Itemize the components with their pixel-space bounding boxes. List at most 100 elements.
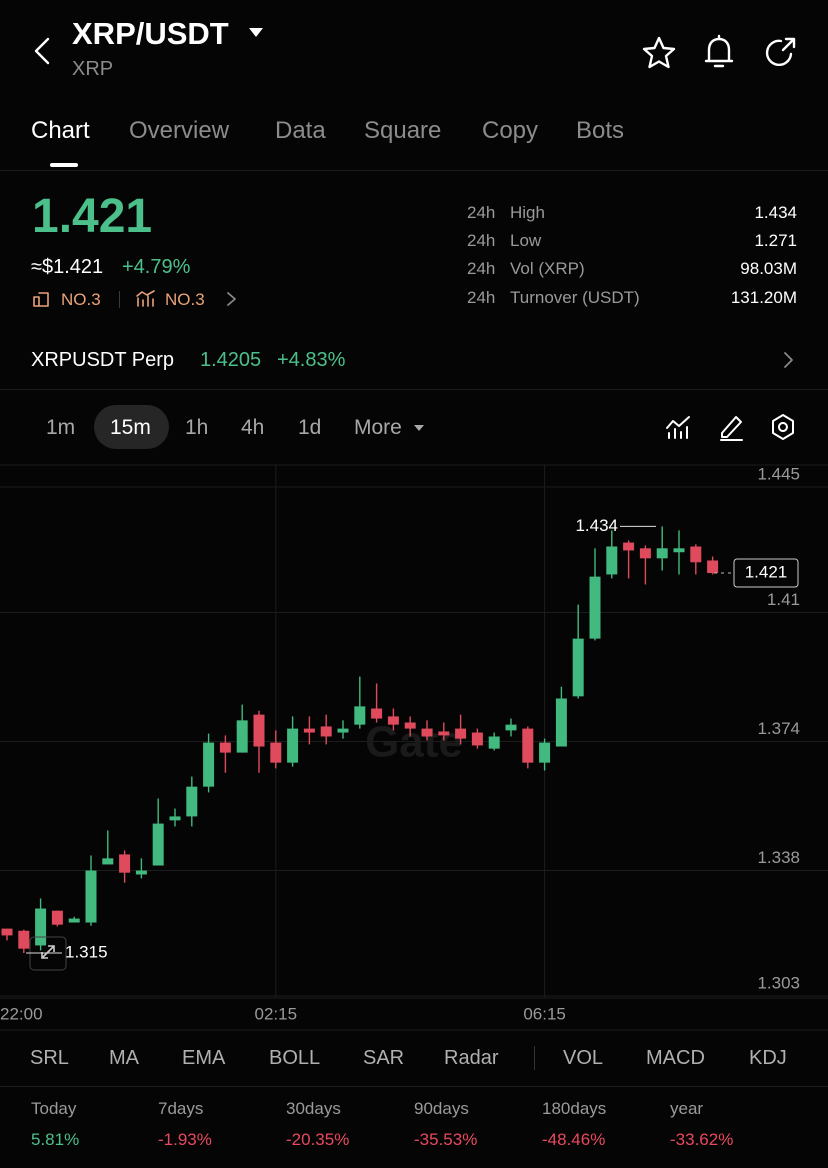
- tab[interactable]: Overview: [129, 117, 230, 144]
- candle-body: [387, 716, 399, 725]
- low-marker-label: 1.315: [65, 942, 108, 961]
- tab[interactable]: Chart: [31, 117, 90, 144]
- candle-body: [320, 726, 332, 737]
- candle-body: [656, 548, 668, 559]
- interval-selected-bg: [94, 405, 169, 449]
- stat-value: 1.434: [754, 203, 797, 222]
- settings-icon[interactable]: [770, 413, 796, 441]
- candle-body: [85, 870, 97, 923]
- stat-label: High: [510, 203, 545, 222]
- interval[interactable]: 1d: [298, 416, 322, 439]
- tab[interactable]: Bots: [576, 117, 625, 144]
- stat-period: 24h: [467, 259, 496, 278]
- candle-body: [203, 742, 215, 787]
- last-price-label: 1.421: [745, 563, 788, 582]
- interval[interactable]: 4h: [241, 416, 265, 439]
- pair-title[interactable]: XRP/USDT: [72, 16, 229, 51]
- y-tick-label: 1.374: [757, 719, 800, 738]
- rank-label[interactable]: NO.3: [61, 290, 101, 309]
- separator: [534, 1046, 535, 1070]
- period-change: -35.53%: [414, 1130, 478, 1149]
- expand-button[interactable]: [29, 936, 67, 971]
- tab[interactable]: Copy: [482, 117, 539, 144]
- period-label: 30days: [286, 1099, 341, 1118]
- stat-label: Low: [510, 231, 542, 250]
- rank-icon: [33, 292, 49, 307]
- indicator-icon[interactable]: [665, 414, 691, 440]
- divider: [0, 1086, 828, 1087]
- stat-period: 24h: [467, 288, 496, 307]
- candle-body: [18, 930, 30, 949]
- pair-dropdown[interactable]: [248, 27, 264, 39]
- chevron[interactable]: [783, 351, 795, 369]
- interval[interactable]: More: [354, 416, 402, 439]
- indicator[interactable]: KDJ: [749, 1047, 787, 1069]
- candle-body: [287, 728, 299, 763]
- indicator[interactable]: SRL: [30, 1047, 69, 1069]
- period-label: 7days: [158, 1099, 204, 1118]
- favorite-icon[interactable]: [642, 36, 676, 70]
- stat-label: Turnover (USDT): [510, 288, 640, 307]
- stat-value: 98.03M: [740, 259, 797, 278]
- stat-value: 1.271: [754, 231, 797, 250]
- more-dropdown[interactable]: [413, 424, 425, 432]
- indicator[interactable]: BOLL: [269, 1047, 321, 1069]
- expand-icon: [41, 945, 55, 959]
- draw-icon[interactable]: [718, 413, 744, 441]
- stat-period: 24h: [467, 203, 496, 222]
- tab-indicator: [50, 163, 78, 167]
- interval[interactable]: 1h: [185, 416, 209, 439]
- indicator[interactable]: MACD: [646, 1047, 705, 1069]
- x-tick-label: 22:00: [0, 1004, 43, 1023]
- price-change: +4.79%: [122, 256, 191, 278]
- candle-body: [68, 918, 80, 923]
- indicator[interactable]: VOL: [563, 1047, 604, 1069]
- period-label: 90days: [414, 1099, 469, 1118]
- candle-body: [623, 542, 635, 551]
- rank-label[interactable]: NO.3: [165, 290, 205, 309]
- divider: [0, 389, 828, 390]
- candle-body: [135, 870, 147, 875]
- candle-body: [270, 742, 282, 763]
- divider: [0, 170, 828, 171]
- indicator[interactable]: MA: [109, 1047, 139, 1069]
- candle-body: [438, 731, 450, 736]
- candle-body: [673, 548, 685, 553]
- candle-body: [505, 724, 517, 731]
- candle-body: [606, 546, 618, 575]
- rank-trend-icon: [136, 290, 155, 307]
- alert-icon[interactable]: [703, 34, 735, 71]
- x-tick-label: 02:15: [255, 1004, 298, 1023]
- candle-body: [354, 706, 366, 725]
- candle-body: [707, 560, 719, 574]
- candle-body: [102, 858, 114, 865]
- candle-body: [236, 720, 248, 753]
- y-tick-label: 1.445: [757, 464, 800, 483]
- candle-body: [572, 638, 584, 697]
- chevron[interactable]: [226, 291, 238, 307]
- back-button[interactable]: [30, 36, 54, 66]
- period-label: Today: [31, 1099, 77, 1118]
- candle-body: [219, 742, 231, 753]
- share-icon[interactable]: [763, 36, 797, 70]
- indicator[interactable]: Radar: [444, 1047, 499, 1069]
- x-tick-label: 06:15: [523, 1004, 566, 1023]
- last-price: 1.421: [32, 190, 153, 243]
- interval[interactable]: 1m: [46, 416, 76, 439]
- separator: [119, 291, 120, 308]
- perp-price: 1.4205: [200, 349, 262, 371]
- indicator[interactable]: SAR: [363, 1047, 405, 1069]
- candle-body: [1, 928, 13, 936]
- candle-body: [303, 728, 315, 733]
- perp-name[interactable]: XRPUSDT Perp: [31, 349, 175, 371]
- candle-body: [51, 910, 63, 925]
- tab[interactable]: Square: [364, 117, 442, 144]
- indicator[interactable]: EMA: [182, 1047, 226, 1069]
- high-marker-label: 1.434: [575, 516, 618, 535]
- tab[interactable]: Data: [275, 117, 326, 144]
- interval[interactable]: 15m: [110, 416, 151, 439]
- candle-body: [371, 708, 383, 719]
- last-price-box: [733, 558, 799, 588]
